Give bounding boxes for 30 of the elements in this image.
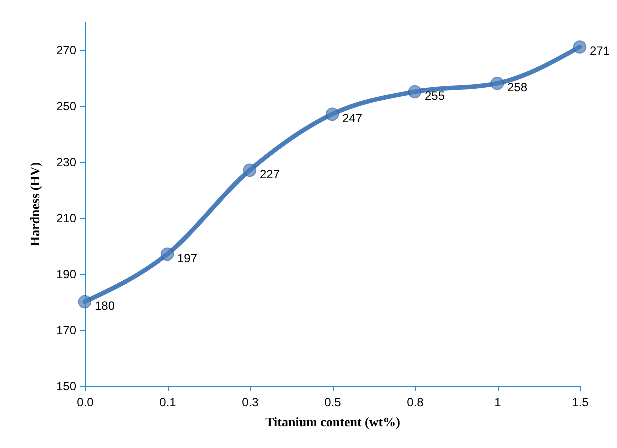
point: [160, 248, 174, 262]
y-axis-title: Hardness (HV): [27, 162, 42, 247]
point: [243, 164, 257, 178]
y-tick-label: 270: [56, 44, 77, 58]
point: [326, 108, 340, 122]
data-label: 227: [260, 167, 280, 182]
data-label: 180: [95, 299, 116, 313]
x-tick-label: 0.3: [242, 396, 260, 410]
data-label: 271: [590, 44, 610, 58]
y-tick-label: 150: [56, 380, 77, 394]
x-tick-label: 0.0: [77, 396, 94, 410]
y-tick-label: 170: [56, 324, 77, 338]
y-tick-label: 190: [56, 268, 77, 282]
data-label: 247: [342, 111, 363, 126]
y-tick-label: 210: [56, 212, 77, 226]
point: [573, 40, 587, 54]
point: [78, 295, 92, 309]
y-tick-label: 250: [56, 100, 77, 114]
point: [408, 85, 422, 99]
y-tick-label: 230: [56, 156, 77, 170]
x-tick-label: 1.5: [572, 396, 590, 410]
data-label: 197: [178, 251, 198, 266]
data-label: 255: [425, 89, 446, 103]
x-tick-label: 1: [494, 396, 502, 410]
data-label: 258: [508, 80, 528, 95]
point: [490, 76, 504, 90]
x-tick-label: 0.1: [160, 396, 177, 410]
x-tick-label: 0.8: [407, 396, 424, 410]
x-axis-title: Titanium content (wt%): [266, 414, 400, 430]
x-tick-label: 0.5: [324, 396, 342, 410]
